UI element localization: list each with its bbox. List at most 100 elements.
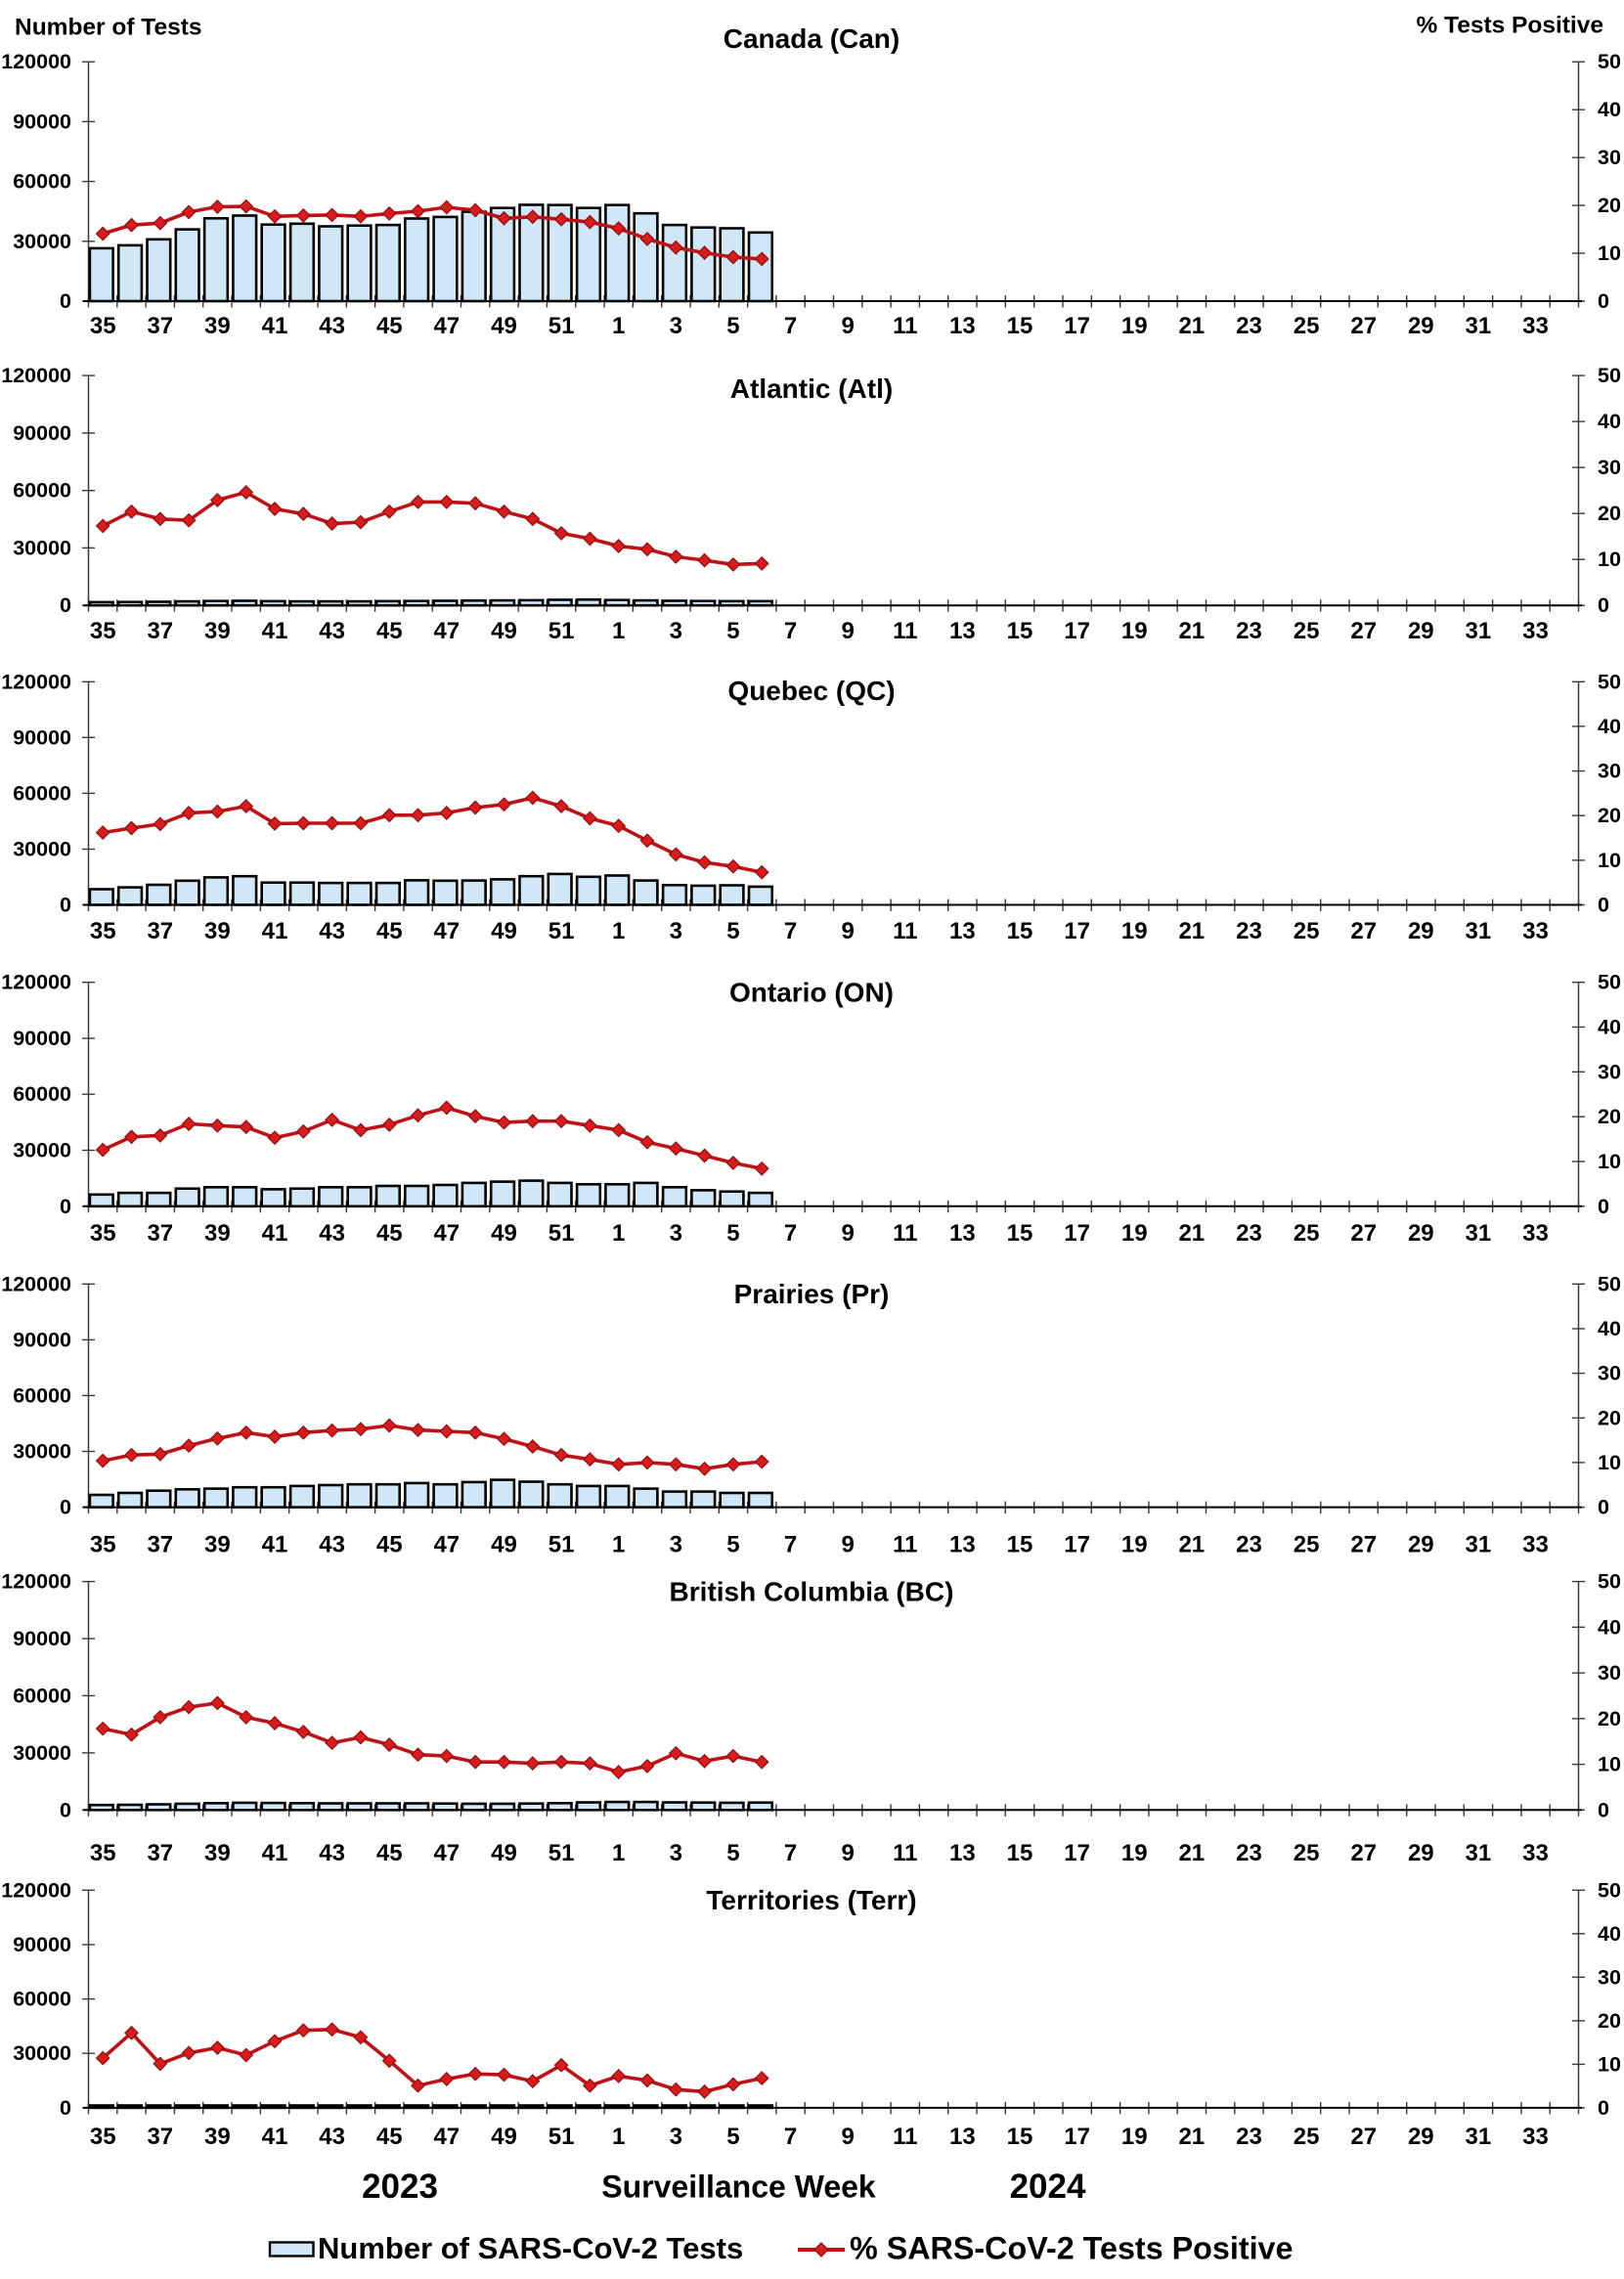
svg-text:1: 1	[612, 1532, 625, 1558]
svg-text:51: 51	[549, 313, 575, 339]
svg-text:7: 7	[784, 2124, 797, 2150]
svg-text:31: 31	[1466, 618, 1492, 644]
svg-text:0: 0	[1598, 1798, 1609, 1821]
svg-text:35: 35	[90, 918, 116, 944]
svg-text:90000: 90000	[13, 1027, 71, 1050]
svg-text:19: 19	[1121, 1220, 1148, 1247]
svg-text:Canada (Can): Canada (Can)	[724, 23, 900, 54]
svg-text:25: 25	[1294, 1220, 1320, 1247]
svg-text:51: 51	[549, 1840, 575, 1866]
svg-text:1: 1	[612, 2124, 625, 2150]
svg-text:60000: 60000	[13, 1684, 71, 1707]
svg-text:33: 33	[1522, 313, 1549, 339]
svg-text:2023: 2023	[362, 2168, 438, 2206]
svg-text:30: 30	[1598, 1362, 1621, 1385]
svg-text:120000: 120000	[1, 971, 71, 994]
svg-text:25: 25	[1294, 313, 1320, 339]
svg-text:43: 43	[319, 2124, 345, 2150]
svg-text:47: 47	[433, 918, 460, 944]
svg-text:20: 20	[1598, 804, 1621, 827]
svg-text:10: 10	[1598, 241, 1621, 265]
svg-text:49: 49	[491, 1840, 517, 1866]
svg-text:35: 35	[90, 1840, 116, 1866]
svg-text:39: 39	[204, 918, 231, 944]
svg-text:30: 30	[1598, 760, 1621, 783]
svg-text:45: 45	[376, 918, 403, 944]
svg-text:0: 0	[1598, 894, 1609, 917]
svg-text:120000: 120000	[1, 670, 71, 693]
svg-text:19: 19	[1121, 1532, 1148, 1558]
svg-text:3: 3	[670, 618, 682, 644]
svg-text:23: 23	[1236, 1840, 1262, 1866]
svg-text:17: 17	[1064, 918, 1090, 944]
svg-text:49: 49	[491, 1220, 517, 1247]
svg-text:10: 10	[1598, 1753, 1621, 1776]
svg-text:60000: 60000	[13, 781, 71, 805]
svg-text:51: 51	[549, 918, 575, 944]
svg-text:50: 50	[1598, 1570, 1621, 1594]
svg-text:27: 27	[1350, 918, 1377, 944]
svg-text:19: 19	[1121, 313, 1148, 339]
svg-text:17: 17	[1064, 618, 1090, 644]
svg-text:31: 31	[1466, 1220, 1492, 1247]
svg-text:47: 47	[433, 1532, 460, 1558]
svg-text:0: 0	[60, 894, 71, 917]
svg-text:25: 25	[1294, 1532, 1320, 1558]
svg-text:0: 0	[1598, 2096, 1609, 2120]
svg-text:39: 39	[204, 1220, 231, 1247]
svg-text:% SARS-CoV-2 Tests Positive: % SARS-CoV-2 Tests Positive	[850, 2231, 1293, 2266]
svg-text:19: 19	[1121, 618, 1148, 644]
svg-text:31: 31	[1466, 1840, 1492, 1866]
svg-text:17: 17	[1064, 1840, 1090, 1866]
svg-text:30000: 30000	[13, 838, 71, 861]
svg-text:13: 13	[949, 313, 976, 339]
svg-text:11: 11	[893, 2124, 917, 2150]
svg-text:51: 51	[549, 2124, 575, 2150]
svg-text:5: 5	[726, 618, 739, 644]
svg-text:30000: 30000	[13, 1139, 71, 1162]
svg-text:50: 50	[1598, 670, 1621, 693]
svg-text:15: 15	[1007, 1532, 1033, 1558]
svg-text:60000: 60000	[13, 1082, 71, 1106]
svg-text:37: 37	[147, 2124, 173, 2150]
svg-text:41: 41	[262, 618, 288, 644]
svg-text:41: 41	[262, 2124, 288, 2150]
svg-text:21: 21	[1178, 2124, 1205, 2150]
svg-text:30000: 30000	[13, 536, 71, 559]
svg-text:50: 50	[1598, 1878, 1621, 1902]
svg-text:45: 45	[376, 313, 403, 339]
svg-text:50: 50	[1598, 1272, 1621, 1295]
svg-text:120000: 120000	[1, 1878, 71, 1902]
svg-text:120000: 120000	[1, 1272, 71, 1295]
svg-text:0: 0	[1598, 593, 1609, 617]
svg-text:1: 1	[612, 313, 625, 339]
svg-text:33: 33	[1522, 2124, 1549, 2150]
svg-text:2024: 2024	[1010, 2168, 1086, 2206]
svg-text:Number of Tests: Number of Tests	[15, 15, 202, 41]
svg-text:29: 29	[1408, 618, 1434, 644]
svg-text:23: 23	[1236, 1220, 1262, 1247]
svg-text:Territories (Terr): Territories (Terr)	[706, 1885, 916, 1915]
svg-text:43: 43	[319, 918, 345, 944]
svg-text:21: 21	[1178, 1220, 1205, 1247]
svg-text:23: 23	[1236, 918, 1262, 944]
svg-text:35: 35	[90, 313, 116, 339]
svg-text:1: 1	[612, 918, 625, 944]
svg-text:11: 11	[893, 618, 917, 644]
svg-text:1: 1	[612, 1220, 625, 1247]
svg-text:30000: 30000	[13, 1741, 71, 1765]
svg-text:31: 31	[1466, 1532, 1492, 1558]
svg-text:43: 43	[319, 618, 345, 644]
svg-text:51: 51	[549, 618, 575, 644]
svg-text:9: 9	[842, 313, 855, 339]
svg-text:41: 41	[262, 1220, 288, 1247]
svg-text:11: 11	[893, 1840, 917, 1866]
svg-text:33: 33	[1522, 1532, 1549, 1558]
svg-text:27: 27	[1350, 1220, 1377, 1247]
svg-text:29: 29	[1408, 1220, 1434, 1247]
svg-text:5: 5	[726, 1532, 739, 1558]
svg-text:21: 21	[1178, 1532, 1205, 1558]
svg-text:13: 13	[949, 2124, 976, 2150]
svg-text:0: 0	[60, 1195, 71, 1218]
svg-text:17: 17	[1064, 1220, 1090, 1247]
